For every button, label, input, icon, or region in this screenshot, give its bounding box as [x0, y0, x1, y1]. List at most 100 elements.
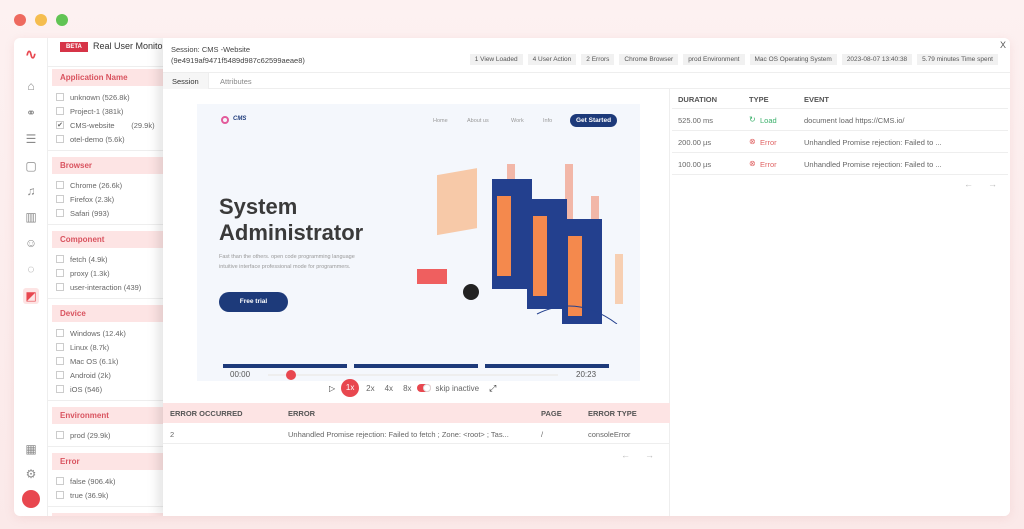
checkbox[interactable]: ✔ [56, 121, 64, 129]
checkbox[interactable] [56, 385, 64, 393]
filter-option-label: CMS-website (29.9k) [70, 120, 155, 130]
filter-option[interactable]: prod (29.9k) [48, 428, 178, 442]
filter-option[interactable]: iOS (546) [48, 382, 178, 396]
filter-section: Browser Chrome (26.6k) Firefox (2.3k) Safar… [48, 157, 178, 225]
events-prev-page-button[interactable]: ← [964, 179, 973, 189]
fullscreen-icon[interactable]: ⤢ [489, 382, 497, 393]
filter-option[interactable]: Chrome (26.6k) [48, 178, 178, 192]
table-row[interactable]: 2 Unhandled Promise rejection: Failed to… [163, 423, 670, 444]
filter-option-label: Android (2k) [70, 370, 111, 380]
server-illustration [417, 164, 623, 324]
filter-option[interactable]: fetch (4.9k) [48, 252, 178, 266]
col-page: PAGE [541, 409, 562, 418]
filter-option[interactable]: ✔ CMS-website (29.9k) [48, 118, 178, 132]
events-next-page-button[interactable]: → [988, 179, 997, 189]
table-row[interactable]: 525.00 ms ↻ Load document load https://C… [672, 109, 1008, 131]
timeline-track[interactable] [268, 370, 558, 380]
filter-option[interactable]: otel-demo (5.6k) [48, 132, 178, 146]
cell-duration: 525.00 ms [678, 116, 714, 125]
col-error: ERROR [288, 409, 316, 418]
checkbox[interactable] [56, 93, 64, 101]
checkbox[interactable] [56, 107, 64, 115]
filter-option[interactable]: false (906.4k) [48, 474, 178, 488]
session-modal: Session: CMS -Website (9e4919af9471f5489… [163, 38, 1010, 516]
filter-option-label: true (36.9k) [70, 490, 109, 500]
filter-option[interactable]: Safari (993) [48, 206, 178, 220]
rum-icon[interactable]: ◩ [23, 288, 39, 304]
bell-icon[interactable]: ♫ [26, 184, 36, 198]
filter-heading: Error [52, 453, 178, 470]
session-replay-preview[interactable]: CMS Home About us Work Info Get Started … [197, 104, 640, 381]
next-page-button[interactable]: → [645, 450, 654, 460]
filter-option[interactable]: Android (2k) [48, 368, 178, 382]
filter-option[interactable]: Mac OS (6.1k) [48, 354, 178, 368]
timeline-handle[interactable] [286, 370, 297, 380]
skip-inactive-toggle[interactable] [416, 384, 431, 392]
col-event: EVENT [804, 95, 830, 104]
session-badge: 4 User Action [527, 54, 577, 65]
checkbox[interactable] [56, 255, 64, 263]
filter-section: Environment prod (29.9k) [48, 407, 178, 447]
support-icon[interactable]: ◌ [27, 262, 35, 276]
checkbox[interactable] [56, 431, 64, 439]
filter-option[interactable]: Project-1 (381k) [48, 104, 178, 118]
maximize-window-button[interactable] [56, 14, 68, 26]
table-row[interactable]: 200.00 µs ⊗ Error Unhandled Promise reje… [672, 131, 1008, 153]
speed-1x[interactable]: 1x [341, 379, 360, 397]
robot-icon[interactable]: ☺ [24, 236, 38, 250]
filter-option[interactable]: user-interaction (439) [48, 280, 178, 294]
filter-option[interactable]: true (36.9k) [48, 488, 178, 502]
filter-option[interactable]: Windows (12.4k) [48, 326, 178, 340]
checkbox[interactable] [56, 357, 64, 365]
table-row[interactable]: 100.00 µs ⊗ Error Unhandled Promise reje… [672, 153, 1008, 175]
session-badges: 1 View Loaded 4 User Action 2 Errors Chrome… [465, 48, 998, 66]
speed-4x[interactable]: 4x [384, 383, 394, 393]
filter-option[interactable]: Firefox (2.3k) [48, 192, 178, 206]
minimize-window-button[interactable] [35, 14, 47, 26]
filter-heading: Application Name [52, 69, 178, 86]
logo-icon: ∿ [25, 46, 37, 62]
checkbox[interactable] [56, 195, 64, 203]
services-icon[interactable]: ⚭ [25, 106, 37, 120]
home-icon[interactable]: ⌂ [27, 79, 35, 93]
tab-attributes[interactable]: Attributes [220, 77, 252, 86]
close-window-button[interactable] [14, 14, 26, 26]
cell-type: Error [760, 160, 777, 169]
prev-page-button[interactable]: ← [621, 450, 630, 460]
play-icon[interactable]: ▷ [329, 383, 336, 393]
checkbox[interactable] [56, 269, 64, 277]
checkbox[interactable] [56, 477, 64, 485]
checkbox[interactable] [56, 135, 64, 143]
preview-get-started: Get Started [570, 114, 618, 127]
gear-icon[interactable]: ⚙ [25, 467, 37, 481]
filter-option[interactable]: unknown (526.8k) [48, 90, 178, 104]
grid-icon[interactable]: ▦ [25, 442, 37, 456]
close-button[interactable]: X [999, 40, 1006, 50]
filter-option[interactable]: Linux (8.7k) [48, 340, 178, 354]
col-type: TYPE [749, 95, 769, 104]
checkbox[interactable] [56, 329, 64, 337]
checkbox[interactable] [56, 371, 64, 379]
checkbox[interactable] [56, 491, 64, 499]
checkbox[interactable] [56, 343, 64, 351]
checkbox[interactable] [56, 181, 64, 189]
session-badge: 1 View Loaded [469, 54, 523, 65]
filter-option-label: Linux (8.7k) [70, 342, 110, 352]
chart-icon[interactable]: ▥ [25, 210, 37, 224]
preview-logo: CMS [233, 116, 247, 122]
speed-2x[interactable]: 2x [366, 383, 375, 393]
session-badge: prod Environment [683, 54, 745, 65]
time-current: 00:00 [230, 370, 251, 379]
segment-bar [223, 364, 347, 368]
document-icon[interactable]: ▢ [25, 159, 37, 173]
tab-session[interactable]: Session [163, 73, 209, 89]
avatar[interactable] [22, 490, 40, 508]
speed-8x[interactable]: 8x [403, 383, 412, 393]
session-badge: 5.79 minutes Time spent [917, 54, 998, 65]
filter-option-label: Mac OS (6.1k) [70, 356, 119, 366]
checkbox[interactable] [56, 209, 64, 217]
preview-headline-2: Administrator [219, 220, 364, 245]
filter-option[interactable]: proxy (1.3k) [48, 266, 178, 280]
checkbox[interactable] [56, 283, 64, 291]
logs-icon[interactable]: ☰ [25, 132, 37, 146]
